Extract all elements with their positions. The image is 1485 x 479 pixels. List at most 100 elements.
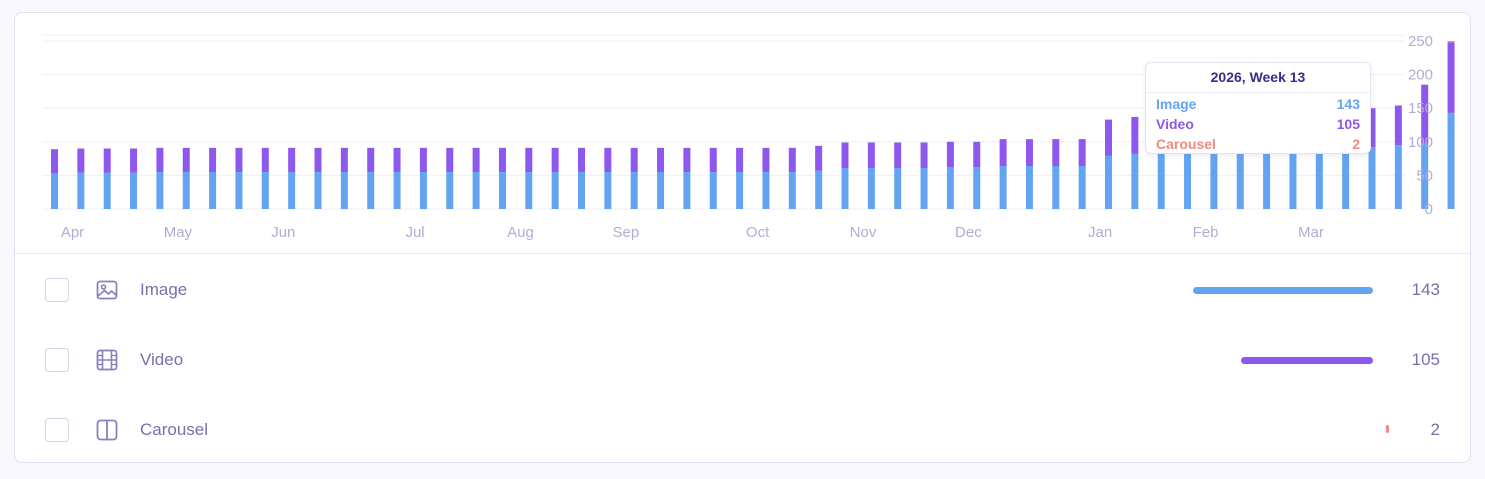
bar-image[interactable] xyxy=(1263,151,1271,209)
bar-video[interactable] xyxy=(630,147,638,173)
bar-video[interactable] xyxy=(288,147,296,173)
bar-video[interactable] xyxy=(815,145,823,171)
bar-video[interactable] xyxy=(973,141,981,168)
bar-carousel[interactable] xyxy=(1447,41,1455,43)
bar-image[interactable] xyxy=(1025,165,1033,209)
bar-image[interactable] xyxy=(788,172,796,209)
bar-image[interactable] xyxy=(867,168,875,209)
bar-image[interactable] xyxy=(551,172,559,209)
bar-video[interactable] xyxy=(1368,108,1376,148)
bar-image[interactable] xyxy=(973,167,981,209)
bar-video[interactable] xyxy=(77,148,85,173)
bar-image[interactable] xyxy=(946,167,954,209)
bar-video[interactable] xyxy=(498,147,506,173)
bar-image[interactable] xyxy=(498,172,506,209)
bar-image[interactable] xyxy=(894,168,902,209)
bar-image[interactable] xyxy=(51,173,58,209)
bar-video[interactable] xyxy=(999,139,1007,166)
bar-video[interactable] xyxy=(1052,139,1060,166)
bar-image[interactable] xyxy=(1342,147,1350,209)
bar-image[interactable] xyxy=(841,168,849,209)
bar-image[interactable] xyxy=(1289,149,1297,209)
bar-video[interactable] xyxy=(261,147,269,173)
bar-video[interactable] xyxy=(525,147,533,173)
bar-image[interactable] xyxy=(1105,155,1112,209)
bar-video[interactable] xyxy=(946,141,954,168)
bar-video[interactable] xyxy=(51,149,58,174)
bar-video[interactable] xyxy=(604,147,612,173)
bar-video[interactable] xyxy=(130,148,138,173)
bar-image[interactable] xyxy=(288,172,296,209)
bar-image[interactable] xyxy=(815,170,823,209)
bar-image[interactable] xyxy=(340,172,348,209)
bar-image[interactable] xyxy=(472,172,480,209)
bar-image[interactable] xyxy=(525,172,533,209)
bar-image[interactable] xyxy=(261,172,269,209)
bar-image[interactable] xyxy=(130,172,138,209)
video-checkbox[interactable] xyxy=(45,348,69,372)
bar-video[interactable] xyxy=(156,147,164,173)
legend-row-video[interactable]: Video 105 xyxy=(15,340,1470,380)
bar-image[interactable] xyxy=(683,172,691,209)
bar-video[interactable] xyxy=(235,147,243,173)
bar-video[interactable] xyxy=(657,147,665,173)
bar-image[interactable] xyxy=(1184,153,1192,209)
bar-image[interactable] xyxy=(209,172,217,209)
bar-image[interactable] xyxy=(920,168,928,209)
bar-video[interactable] xyxy=(1105,119,1112,156)
bar-video[interactable] xyxy=(578,147,585,173)
bar-image[interactable] xyxy=(604,172,612,209)
bar-video[interactable] xyxy=(1131,116,1139,154)
bar-video[interactable] xyxy=(209,147,217,173)
bar-image[interactable] xyxy=(657,172,665,209)
bar-video[interactable] xyxy=(103,148,111,173)
bar-image[interactable] xyxy=(1447,112,1455,209)
bar-video[interactable] xyxy=(841,142,849,169)
bar-video[interactable] xyxy=(762,147,770,173)
bar-video[interactable] xyxy=(551,147,559,173)
bar-image[interactable] xyxy=(1236,151,1244,209)
bar-image[interactable] xyxy=(1368,147,1376,209)
bar-image[interactable] xyxy=(393,172,401,209)
bar-video[interactable] xyxy=(1421,84,1429,144)
bar-image[interactable] xyxy=(446,172,454,209)
bar-video[interactable] xyxy=(419,147,427,173)
bar-video[interactable] xyxy=(472,147,480,173)
bar-video[interactable] xyxy=(314,147,322,173)
bar-video[interactable] xyxy=(709,147,717,173)
bar-video[interactable] xyxy=(1078,139,1086,166)
bar-image[interactable] xyxy=(1052,165,1060,209)
bar-video[interactable] xyxy=(788,147,796,173)
bar-image[interactable] xyxy=(1394,145,1402,209)
bar-image[interactable] xyxy=(1078,165,1086,209)
bar-image[interactable] xyxy=(630,172,638,209)
bar-image[interactable] xyxy=(736,172,744,209)
legend-row-carousel[interactable]: Carousel 2 xyxy=(15,410,1470,450)
bar-image[interactable] xyxy=(709,172,717,209)
bar-video[interactable] xyxy=(393,147,401,173)
bar-image[interactable] xyxy=(1157,153,1165,209)
bar-video[interactable] xyxy=(736,147,744,173)
image-checkbox[interactable] xyxy=(45,278,69,302)
bar-image[interactable] xyxy=(578,172,585,209)
bar-video[interactable] xyxy=(367,147,375,173)
bar-video[interactable] xyxy=(182,147,190,173)
bar-video[interactable] xyxy=(1394,105,1402,146)
bar-video[interactable] xyxy=(894,142,902,169)
bar-image[interactable] xyxy=(762,172,770,209)
carousel-checkbox[interactable] xyxy=(45,418,69,442)
bar-image[interactable] xyxy=(1210,152,1218,209)
bar-image[interactable] xyxy=(103,172,111,209)
bar-image[interactable] xyxy=(999,165,1007,209)
bar-image[interactable] xyxy=(1315,148,1323,209)
bar-image[interactable] xyxy=(314,172,322,209)
bar-video[interactable] xyxy=(1447,42,1455,113)
bar-image[interactable] xyxy=(1131,153,1139,209)
bar-image[interactable] xyxy=(1421,143,1429,209)
bar-video[interactable] xyxy=(867,142,875,169)
bar-video[interactable] xyxy=(446,147,454,173)
bar-video[interactable] xyxy=(683,147,691,173)
bar-video[interactable] xyxy=(340,147,348,173)
bar-video[interactable] xyxy=(1025,139,1033,166)
bar-video[interactable] xyxy=(920,142,928,169)
